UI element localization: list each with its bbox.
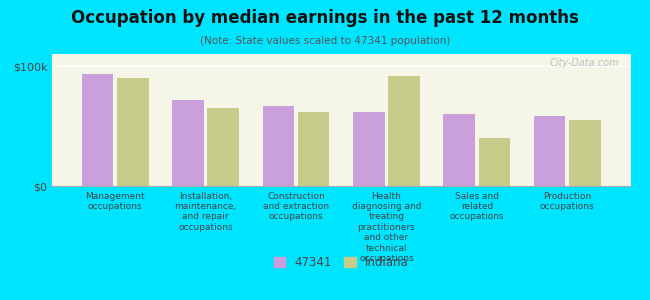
Bar (298, 112, 330, 186)
Bar (353, 112, 385, 186)
Bar (569, 120, 601, 186)
Bar (534, 116, 566, 186)
Bar (263, 106, 294, 186)
Text: (Note: State values scaled to 47341 population): (Note: State values scaled to 47341 popu… (200, 36, 450, 46)
Text: Occupation by median earnings in the past 12 months: Occupation by median earnings in the pas… (71, 9, 579, 27)
Bar (478, 138, 510, 186)
Bar (443, 114, 475, 186)
Bar (82, 74, 114, 186)
Bar (117, 78, 149, 186)
Legend: 47341, Indiana: 47341, Indiana (268, 250, 415, 275)
Bar (172, 100, 204, 186)
Text: City-Data.com: City-Data.com (549, 58, 619, 68)
Bar (207, 108, 239, 186)
Bar (388, 76, 420, 186)
